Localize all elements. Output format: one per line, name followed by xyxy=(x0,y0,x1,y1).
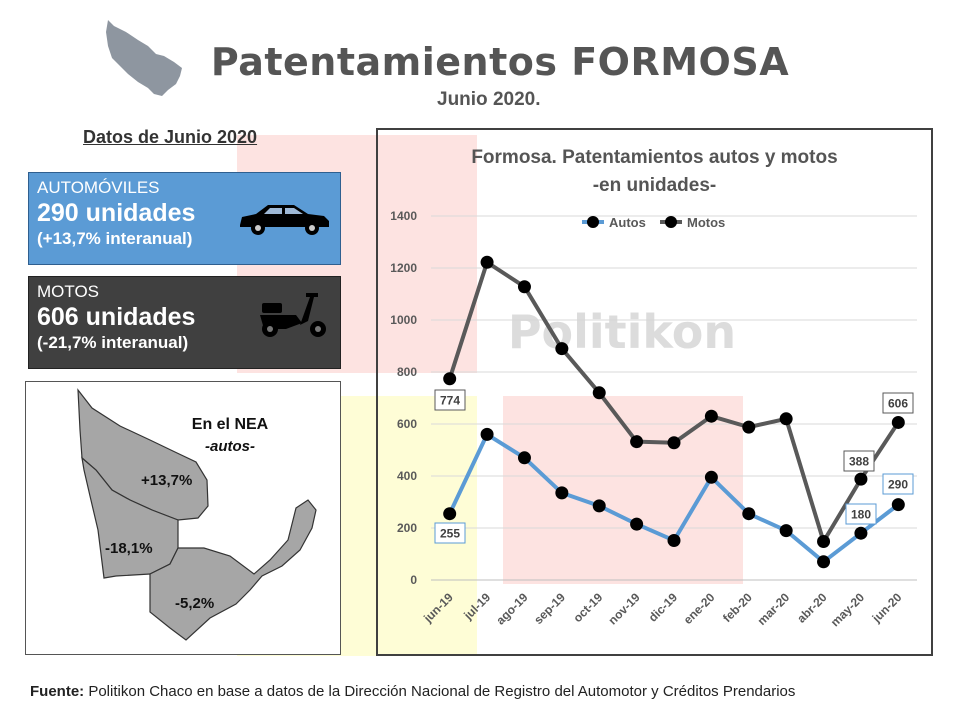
x-tick-label: jul-19 xyxy=(460,590,493,623)
x-tick-label: ene-20 xyxy=(681,590,718,627)
chart-subtitle: -en unidades- xyxy=(592,175,717,196)
data-point-autos xyxy=(704,470,718,484)
data-point-motos xyxy=(667,436,681,450)
x-tick-label: dic-19 xyxy=(646,590,681,625)
chart-frame xyxy=(376,128,933,656)
page-title: Patentamientos FORMOSA xyxy=(210,40,790,84)
autos-card-label: AUTOMÓVILES xyxy=(37,178,160,197)
motos-card-value: 606 unidades xyxy=(37,303,196,331)
data-point-motos xyxy=(854,472,868,486)
data-label-box xyxy=(882,392,914,414)
line-chart: 0 200 400 600 800 1000 1200 1400 jun-19 jul-19 ago… xyxy=(390,209,917,629)
data-point-autos xyxy=(891,498,905,512)
y-tick-label: 200 xyxy=(397,521,417,535)
y-tick-label: 800 xyxy=(397,365,417,379)
data-label-box xyxy=(434,522,466,544)
y-tick-label: 400 xyxy=(397,469,417,483)
scooter-icon xyxy=(260,293,326,337)
y-tick-label: 0 xyxy=(410,573,417,587)
data-point-motos xyxy=(443,372,457,386)
data-label: 255 xyxy=(440,527,460,541)
map-label-chaco: -18,1% xyxy=(105,540,153,557)
data-point-autos xyxy=(443,507,457,521)
source-note: Fuente: Politikon Chaco en base a datos … xyxy=(30,683,795,700)
x-tick-label: jun-19 xyxy=(420,590,456,626)
x-tick-label: may-20 xyxy=(828,590,867,629)
data-point-autos xyxy=(592,499,606,513)
data-label-box xyxy=(845,503,877,525)
data-label: 290 xyxy=(888,478,908,492)
data-label-box xyxy=(882,473,914,495)
motos-card: MOTOS 606 unidades (-21,7% interanual) xyxy=(28,276,341,369)
data-label: 180 xyxy=(851,508,871,522)
data-label-box xyxy=(434,389,466,411)
data-point-autos xyxy=(667,533,681,547)
data-label: 774 xyxy=(440,394,460,408)
watermark-text: Politikon xyxy=(508,305,736,359)
data-point-motos xyxy=(891,415,905,429)
motos-card-change: (-21,7% interanual) xyxy=(37,333,189,352)
data-label-box xyxy=(843,450,875,472)
y-tick-label: 600 xyxy=(397,417,417,431)
map-label-corrientes: -5,2% xyxy=(175,595,215,612)
x-tick-label: jun-20 xyxy=(869,590,905,626)
data-point-autos xyxy=(517,451,531,465)
data-point-autos xyxy=(854,526,868,540)
data-point-motos xyxy=(779,412,793,426)
map-label-formosa: +13,7% xyxy=(141,472,193,489)
map-title: En el NEA xyxy=(191,416,269,433)
autos-card: AUTOMÓVILES 290 unidades (+13,7% interan… xyxy=(28,172,341,265)
x-tick-label: feb-20 xyxy=(720,590,755,625)
x-tick-label: oct-19 xyxy=(570,590,605,625)
chart-title: Formosa. Patentamientos autos y motos xyxy=(471,147,838,168)
data-point-motos xyxy=(555,342,569,356)
data-point-motos xyxy=(517,280,531,294)
data-heading: Datos de Junio 2020 xyxy=(83,127,258,147)
legend-label: Motos xyxy=(687,215,725,230)
data-point-motos xyxy=(817,535,831,549)
motos-card-label: MOTOS xyxy=(37,282,100,301)
page-subtitle: Junio 2020. xyxy=(437,89,541,110)
chart-title-block: Formosa. Patentamientos autos y motos -e… xyxy=(376,144,933,200)
x-tick-label: nov-19 xyxy=(605,590,642,627)
map-subtitle: -autos- xyxy=(205,438,255,455)
data-point-autos xyxy=(817,555,831,569)
data-point-autos xyxy=(630,517,644,531)
source-text: Politikon Chaco en base a datos de la Di… xyxy=(84,683,796,700)
x-tick-label: abr-20 xyxy=(794,590,830,626)
data-point-autos xyxy=(742,507,756,521)
data-point-autos xyxy=(480,427,494,441)
data-point-autos xyxy=(555,486,569,500)
data-point-motos xyxy=(592,386,606,400)
data-label: 388 xyxy=(849,455,869,469)
y-tick-label: 1200 xyxy=(390,261,417,275)
legend-swatch-marker xyxy=(587,216,599,228)
source-label: Fuente: xyxy=(30,683,85,700)
data-point-motos xyxy=(630,435,644,449)
data-point-motos xyxy=(480,255,494,269)
data-label: 606 xyxy=(888,397,908,411)
data-point-motos xyxy=(704,409,718,423)
legend-swatch-marker xyxy=(665,216,677,228)
nea-map xyxy=(77,388,317,641)
car-icon xyxy=(240,205,329,235)
formosa-province-icon xyxy=(106,20,182,96)
y-tick-label: 1000 xyxy=(390,313,417,327)
x-tick-label: sep-19 xyxy=(531,590,568,627)
legend-label: Autos xyxy=(609,215,646,230)
corrientes-misiones-region xyxy=(149,499,317,641)
y-tick-label: 1400 xyxy=(390,209,417,223)
x-tick-label: ago-19 xyxy=(493,590,530,627)
data-point-autos xyxy=(779,524,793,538)
autos-card-value: 290 unidades xyxy=(37,199,196,227)
autos-card-change: (+13,7% interanual) xyxy=(37,229,193,248)
x-tick-label: mar-20 xyxy=(755,590,793,628)
data-point-motos xyxy=(742,420,756,434)
